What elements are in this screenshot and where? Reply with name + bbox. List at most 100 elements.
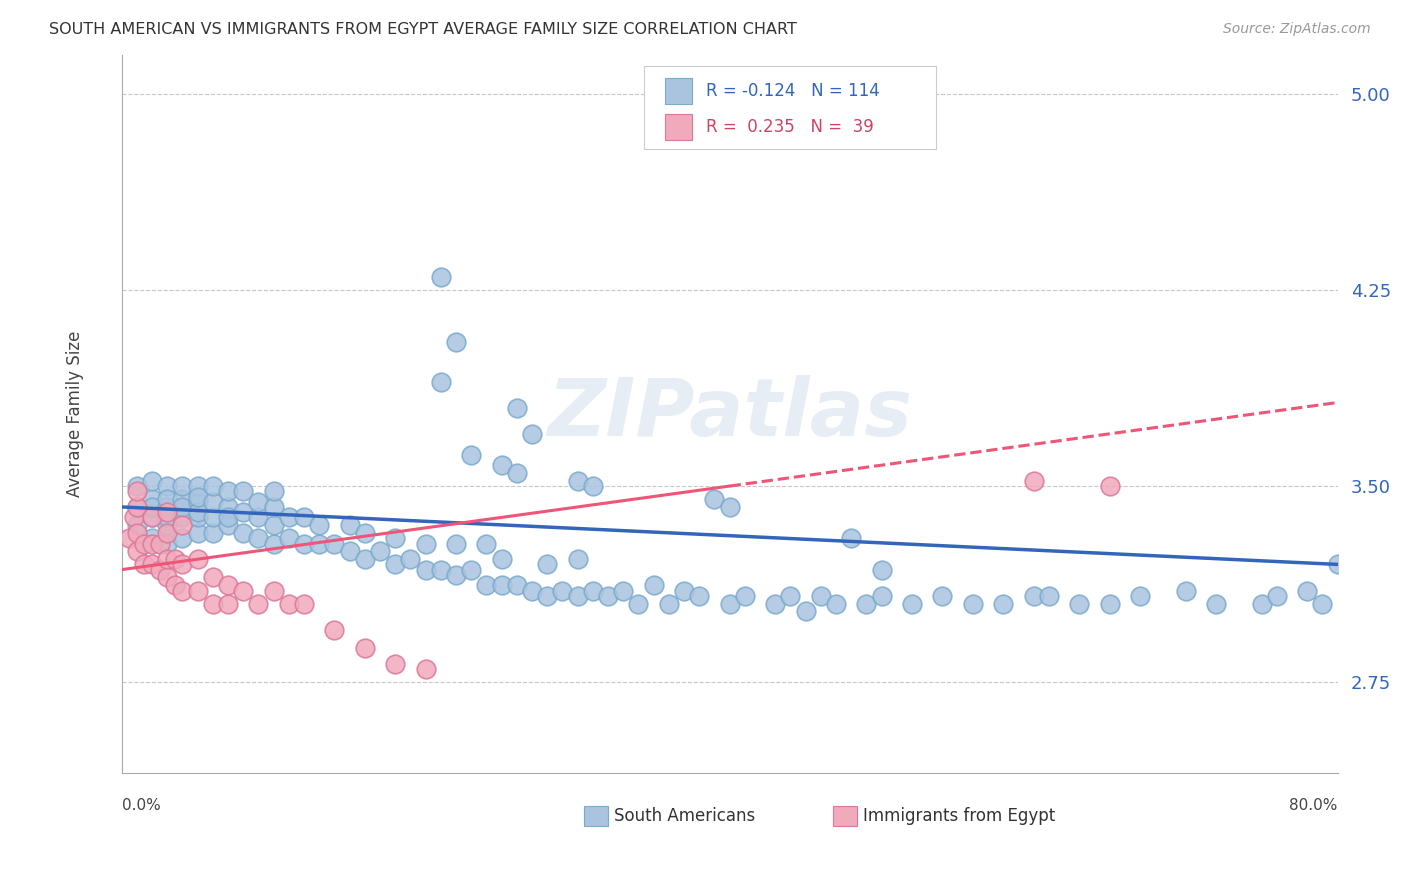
Point bbox=[134, 536, 156, 550]
Point bbox=[1098, 479, 1121, 493]
Point bbox=[1022, 589, 1045, 603]
Bar bbox=[583, 805, 607, 826]
Point bbox=[156, 500, 179, 514]
Point bbox=[187, 494, 209, 508]
Point bbox=[156, 518, 179, 533]
Point bbox=[172, 492, 194, 507]
Point bbox=[125, 479, 148, 493]
Point bbox=[118, 531, 141, 545]
Point bbox=[567, 552, 589, 566]
Point bbox=[125, 500, 148, 514]
Point bbox=[277, 531, 299, 545]
Point bbox=[353, 526, 375, 541]
Point bbox=[491, 552, 513, 566]
Point bbox=[536, 589, 558, 603]
Point bbox=[122, 510, 145, 524]
Point bbox=[1069, 597, 1091, 611]
Point bbox=[323, 536, 346, 550]
Point bbox=[1250, 597, 1272, 611]
Point bbox=[247, 597, 270, 611]
Point bbox=[187, 583, 209, 598]
Point bbox=[163, 552, 186, 566]
Text: ZIPatlas: ZIPatlas bbox=[547, 376, 912, 453]
Point bbox=[1205, 597, 1227, 611]
Text: Average Family Size: Average Family Size bbox=[66, 331, 84, 498]
Point bbox=[384, 657, 406, 671]
Point bbox=[172, 583, 194, 598]
Point bbox=[156, 479, 179, 493]
Point bbox=[292, 597, 315, 611]
Text: Source: ZipAtlas.com: Source: ZipAtlas.com bbox=[1223, 22, 1371, 37]
Text: Immigrants from Egypt: Immigrants from Egypt bbox=[863, 806, 1056, 825]
Point bbox=[201, 526, 224, 541]
Point bbox=[232, 484, 254, 499]
Point bbox=[931, 589, 953, 603]
Text: 80.0%: 80.0% bbox=[1289, 798, 1337, 814]
Point bbox=[141, 510, 163, 524]
Point bbox=[991, 597, 1014, 611]
Point bbox=[201, 570, 224, 584]
Point bbox=[353, 640, 375, 655]
Point bbox=[125, 518, 148, 533]
Point bbox=[156, 510, 179, 524]
Point bbox=[810, 589, 832, 603]
Point bbox=[444, 536, 467, 550]
Point bbox=[156, 536, 179, 550]
Point bbox=[688, 589, 710, 603]
Point bbox=[627, 597, 650, 611]
Point bbox=[430, 563, 453, 577]
Text: R =  0.235   N =  39: R = 0.235 N = 39 bbox=[706, 118, 875, 136]
Point bbox=[201, 479, 224, 493]
Point bbox=[430, 270, 453, 285]
Point bbox=[475, 578, 498, 592]
Point bbox=[263, 500, 285, 514]
Point bbox=[506, 466, 529, 480]
Point bbox=[1296, 583, 1319, 598]
Point bbox=[475, 536, 498, 550]
Point bbox=[839, 531, 862, 545]
Point bbox=[172, 558, 194, 572]
Point bbox=[308, 518, 330, 533]
Point bbox=[672, 583, 695, 598]
Point bbox=[582, 583, 605, 598]
Point bbox=[612, 583, 634, 598]
Point bbox=[520, 426, 543, 441]
Point bbox=[506, 578, 529, 592]
Point bbox=[339, 544, 361, 558]
Point bbox=[384, 558, 406, 572]
Point bbox=[263, 518, 285, 533]
Point bbox=[399, 552, 422, 566]
Point bbox=[172, 531, 194, 545]
Point bbox=[156, 570, 179, 584]
Point bbox=[901, 597, 924, 611]
Point bbox=[551, 583, 574, 598]
Point bbox=[187, 526, 209, 541]
Point bbox=[172, 479, 194, 493]
Point bbox=[156, 526, 179, 541]
Text: SOUTH AMERICAN VS IMMIGRANTS FROM EGYPT AVERAGE FAMILY SIZE CORRELATION CHART: SOUTH AMERICAN VS IMMIGRANTS FROM EGYPT … bbox=[49, 22, 797, 37]
Point bbox=[339, 518, 361, 533]
Point bbox=[444, 335, 467, 350]
Point bbox=[247, 510, 270, 524]
Point bbox=[156, 492, 179, 507]
Point bbox=[217, 500, 239, 514]
Point bbox=[825, 597, 848, 611]
Point bbox=[855, 597, 877, 611]
Point bbox=[172, 510, 194, 524]
Point bbox=[444, 567, 467, 582]
Point bbox=[263, 583, 285, 598]
Point bbox=[643, 578, 665, 592]
FancyBboxPatch shape bbox=[644, 66, 936, 148]
Point bbox=[141, 500, 163, 514]
Point bbox=[141, 492, 163, 507]
Point bbox=[232, 505, 254, 519]
Point bbox=[1129, 589, 1152, 603]
Point bbox=[536, 558, 558, 572]
Point bbox=[217, 578, 239, 592]
Point bbox=[141, 531, 163, 545]
Point bbox=[1174, 583, 1197, 598]
Point bbox=[141, 536, 163, 550]
Point bbox=[1326, 558, 1348, 572]
Text: South Americans: South Americans bbox=[614, 806, 755, 825]
Point bbox=[506, 401, 529, 415]
